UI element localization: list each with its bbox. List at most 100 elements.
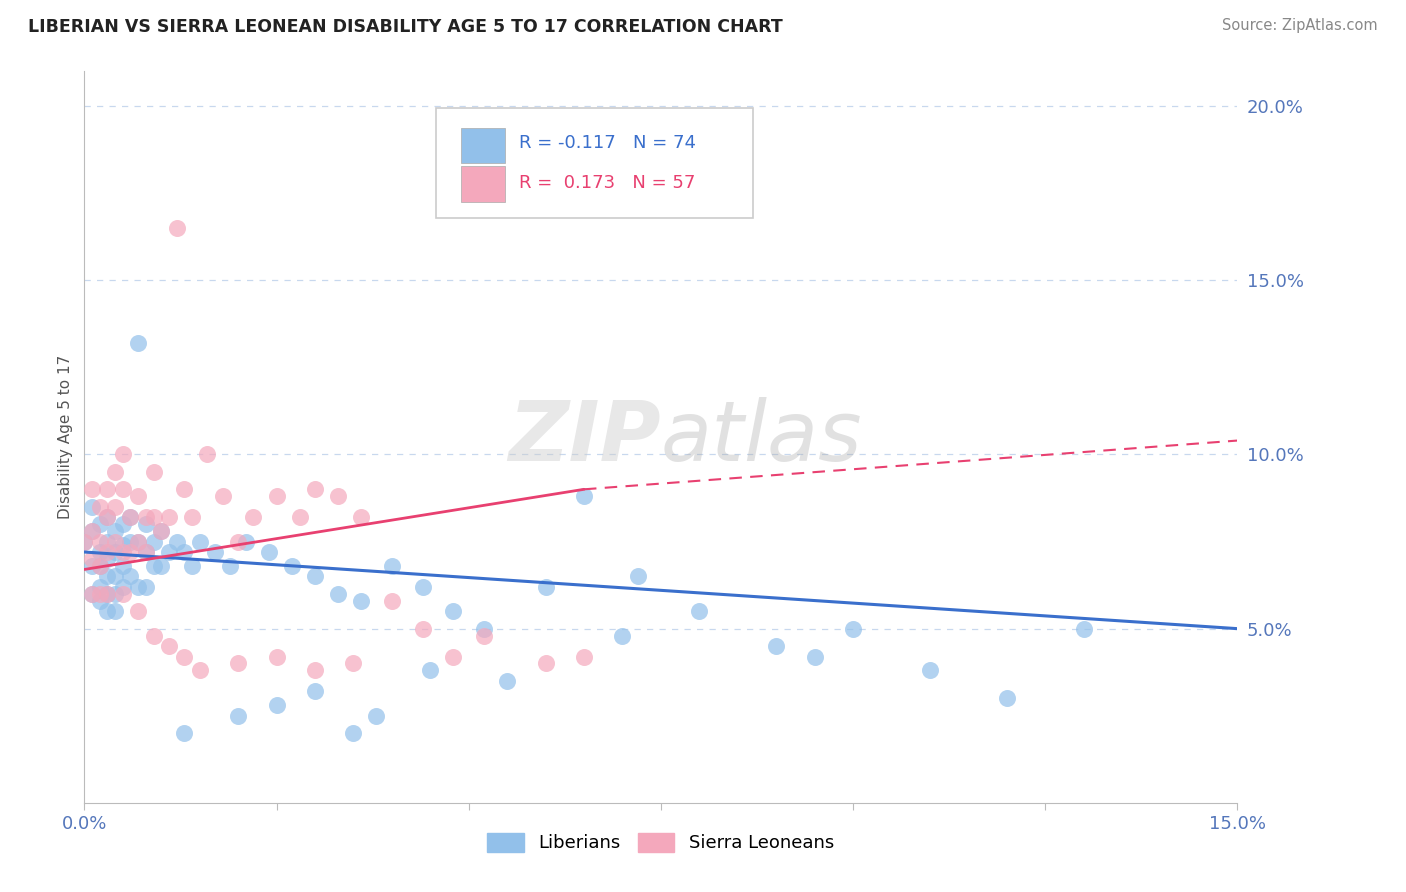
- Point: [96, 587, 118, 601]
- Point: [612, 629, 634, 643]
- Point: [80, 587, 103, 601]
- Point: [381, 594, 404, 608]
- Point: [111, 580, 134, 594]
- Point: [366, 708, 388, 723]
- Point: [572, 649, 595, 664]
- Point: [96, 552, 118, 566]
- Point: [89, 594, 111, 608]
- Point: [80, 524, 103, 538]
- Point: [419, 664, 441, 678]
- Legend: Liberians, Sierra Leoneans: Liberians, Sierra Leoneans: [481, 826, 841, 860]
- Point: [627, 569, 650, 583]
- Text: R = -0.117   N = 74: R = -0.117 N = 74: [519, 134, 696, 152]
- Point: [120, 510, 142, 524]
- Point: [142, 510, 165, 524]
- Text: LIBERIAN VS SIERRA LEONEAN DISABILITY AGE 5 TO 17 CORRELATION CHART: LIBERIAN VS SIERRA LEONEAN DISABILITY AG…: [28, 18, 783, 36]
- Point: [120, 510, 142, 524]
- Point: [157, 639, 180, 653]
- Point: [89, 545, 111, 559]
- Point: [173, 545, 195, 559]
- Point: [166, 534, 188, 549]
- Point: [104, 500, 127, 514]
- Point: [765, 639, 787, 653]
- Point: [226, 534, 249, 549]
- Point: [188, 534, 211, 549]
- Point: [304, 664, 326, 678]
- Point: [80, 552, 103, 566]
- Point: [281, 558, 304, 573]
- Point: [472, 629, 495, 643]
- Point: [89, 587, 111, 601]
- Point: [195, 448, 218, 462]
- Point: [111, 517, 134, 532]
- Point: [89, 558, 111, 573]
- Point: [150, 524, 173, 538]
- Point: [188, 664, 211, 678]
- Point: [150, 524, 173, 538]
- Point: [135, 545, 157, 559]
- Point: [96, 483, 118, 497]
- Point: [80, 558, 103, 573]
- Text: atlas: atlas: [661, 397, 862, 477]
- Point: [842, 622, 865, 636]
- Point: [111, 538, 134, 552]
- Point: [96, 604, 118, 618]
- Point: [226, 657, 249, 671]
- Point: [995, 691, 1018, 706]
- Point: [96, 569, 118, 583]
- Point: [135, 545, 157, 559]
- Y-axis label: Disability Age 5 to 17: Disability Age 5 to 17: [58, 355, 73, 519]
- Point: [266, 649, 288, 664]
- Point: [441, 649, 464, 664]
- Point: [381, 558, 404, 573]
- FancyBboxPatch shape: [461, 128, 505, 163]
- Point: [89, 580, 111, 594]
- Point: [496, 673, 519, 688]
- Point: [135, 517, 157, 532]
- Point: [96, 510, 118, 524]
- Point: [326, 489, 349, 503]
- Point: [127, 489, 149, 503]
- Point: [111, 587, 134, 601]
- Point: [350, 594, 373, 608]
- Point: [104, 524, 127, 538]
- Point: [104, 465, 127, 479]
- Point: [104, 545, 127, 559]
- Point: [120, 534, 142, 549]
- Point: [142, 629, 165, 643]
- Point: [142, 465, 165, 479]
- Point: [304, 684, 326, 698]
- Point: [534, 580, 557, 594]
- Point: [89, 500, 111, 514]
- Point: [350, 510, 373, 524]
- Point: [111, 448, 134, 462]
- Point: [304, 483, 326, 497]
- Point: [111, 545, 134, 559]
- Point: [80, 524, 103, 538]
- Text: ZIP: ZIP: [508, 397, 661, 477]
- Point: [111, 558, 134, 573]
- Point: [157, 510, 180, 524]
- FancyBboxPatch shape: [461, 167, 505, 202]
- Point: [326, 587, 349, 601]
- Point: [472, 622, 495, 636]
- Point: [104, 587, 127, 601]
- Point: [181, 510, 204, 524]
- Point: [135, 580, 157, 594]
- Point: [104, 604, 127, 618]
- Point: [142, 534, 165, 549]
- Point: [73, 534, 96, 549]
- Point: [257, 545, 280, 559]
- Point: [127, 336, 149, 351]
- Point: [127, 604, 149, 618]
- Point: [173, 649, 195, 664]
- Point: [89, 517, 111, 532]
- Point: [572, 489, 595, 503]
- Point: [96, 510, 118, 524]
- Point: [89, 558, 111, 573]
- Point: [266, 489, 288, 503]
- Point: [173, 726, 195, 740]
- Point: [342, 657, 364, 671]
- Point: [120, 545, 142, 559]
- Point: [226, 708, 249, 723]
